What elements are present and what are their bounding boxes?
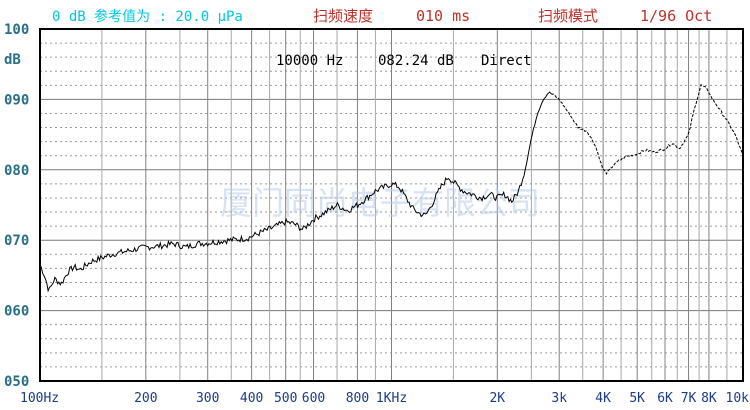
y-tick-label: 070 — [4, 233, 29, 249]
response-curve-line — [39, 91, 552, 293]
plot-frame — [39, 28, 744, 382]
x-tick-label: 800 — [346, 391, 369, 406]
y-tick-labels: 100 090 080 070 060 050 — [4, 22, 29, 390]
sweep-speed-label: 扫频速度 — [313, 7, 373, 25]
y-tick-label: 050 — [4, 374, 29, 390]
x-tick-label: 400 — [240, 391, 263, 406]
x-tick-label: 2K — [489, 391, 505, 406]
y-axis-unit-label: dB — [4, 52, 21, 68]
response-curve-layer — [39, 83, 744, 293]
plot-grid — [39, 28, 744, 382]
x-tick-label: 500 — [274, 391, 297, 406]
sweep-mode-value: 1/96 Oct — [640, 7, 712, 25]
sweep-mode-label: 扫频模式 — [538, 7, 598, 25]
x-tick-label: 600 — [302, 391, 325, 406]
watermark-text: 厦门同尚电子有限公司 — [220, 184, 540, 222]
x-tick-label: 6K — [657, 391, 673, 406]
x-tick-label: 100Hz — [20, 391, 59, 406]
x-tick-label: 5K — [629, 391, 645, 406]
response-curve-line-hf — [550, 83, 744, 176]
sweep-speed-value: 010 ms — [416, 7, 470, 25]
x-tick-label: 8K — [701, 391, 717, 406]
x-tick-label: 1KHz — [376, 391, 407, 406]
x-tick-label: 200 — [134, 391, 157, 406]
x-tick-label: 300 — [196, 391, 219, 406]
readout-mode: Direct — [481, 53, 532, 69]
x-tick-label: 4K — [595, 391, 611, 406]
y-tick-label: 060 — [4, 304, 29, 320]
y-tick-label: 080 — [4, 163, 29, 179]
x-tick-labels: 100Hz 200 300 400 500 600 800 1KHz 2K 3k 4K 5K 6K 7K 8… — [20, 391, 749, 406]
x-tick-label: 10k — [726, 391, 750, 406]
y-tick-label: 090 — [4, 92, 29, 108]
readout-frequency: 10000 Hz — [276, 53, 343, 69]
readout-level: 082.24 dB — [378, 53, 454, 69]
x-tick-label: 3k — [551, 391, 567, 406]
y-tick-label: 100 — [4, 22, 29, 38]
x-tick-label: 7K — [681, 391, 697, 406]
reference-level-text: 0 dB 参考值为 : 20.0 μPa — [52, 8, 243, 25]
